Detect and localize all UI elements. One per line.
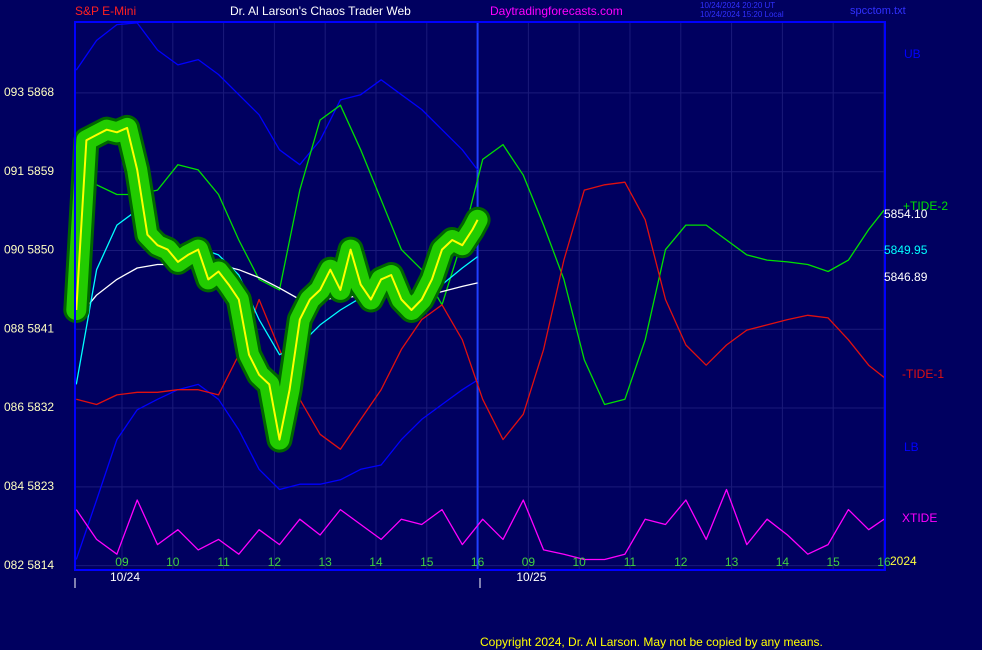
- series-line: [75, 126, 479, 441]
- x-tick-label: 13: [319, 555, 333, 569]
- x-tick-label: 09: [522, 555, 536, 569]
- series-label: XTIDE: [902, 511, 937, 525]
- x-tick-label: 15: [420, 555, 434, 569]
- y-tick-label: 088 5841: [4, 321, 54, 335]
- copyright: Copyright 2024, Dr. Al Larson. May not b…: [480, 635, 823, 649]
- series-label: 5849.95: [884, 243, 928, 257]
- series-label: 5846.89: [884, 270, 928, 284]
- x-tick-label: 14: [369, 555, 383, 569]
- date-label: 10/24: [110, 570, 140, 584]
- y-tick-label: 082 5814: [4, 558, 54, 572]
- series-label: +TIDE-2: [903, 199, 948, 213]
- y-tick-label: 091 5859: [4, 164, 54, 178]
- timestamp: 10/24/2024 20:20 UT: [700, 1, 775, 10]
- x-tick-label: 11: [217, 555, 230, 569]
- x-tick-label: 12: [674, 555, 688, 569]
- year-label: 2024: [890, 554, 917, 568]
- symbol: S&P E-Mini: [75, 4, 136, 18]
- x-tick-label: 14: [776, 555, 790, 569]
- x-tick-label: 12: [268, 555, 282, 569]
- x-tick-label: 09: [115, 555, 129, 569]
- series-line: [75, 379, 478, 560]
- series-label: 5854.10: [884, 207, 928, 221]
- y-tick-label: 090 5850: [4, 243, 54, 257]
- chart-title: Dr. Al Larson's Chaos Trader Web: [230, 4, 411, 18]
- x-tick-label: 10: [166, 555, 180, 569]
- series-line: [76, 104, 885, 406]
- series-label: LB: [904, 440, 919, 454]
- labels: 093 5868 091 5859 090 5850 088 5841 086 5832…: [4, 47, 948, 584]
- series-line: [75, 22, 479, 171]
- series-label: -TIDE-1: [902, 367, 944, 381]
- series-label: UB: [904, 47, 921, 61]
- x-tick-label: 10: [573, 555, 587, 569]
- x-tick-label: 15: [827, 555, 841, 569]
- x-tick-label: 11: [624, 555, 637, 569]
- x-tick-label: 13: [725, 555, 739, 569]
- file-name: spcctom.txt: [850, 5, 906, 17]
- y-tick-label: 084 5823: [4, 479, 54, 493]
- y-tick-label: 086 5832: [4, 400, 54, 414]
- series-line: [75, 488, 885, 561]
- plot-frame: [74, 21, 886, 571]
- x-tick-label: 16: [877, 555, 891, 569]
- timestamp: 10/24/2024 15:20 Local: [700, 10, 784, 19]
- series-line: [76, 181, 885, 450]
- y-tick-label: 093 5868: [4, 85, 54, 99]
- site: Daytradingforecasts.com: [490, 4, 623, 18]
- plot-lines: [63, 22, 885, 561]
- x-tick-label: 16: [471, 555, 485, 569]
- date-label: 10/25: [516, 570, 546, 584]
